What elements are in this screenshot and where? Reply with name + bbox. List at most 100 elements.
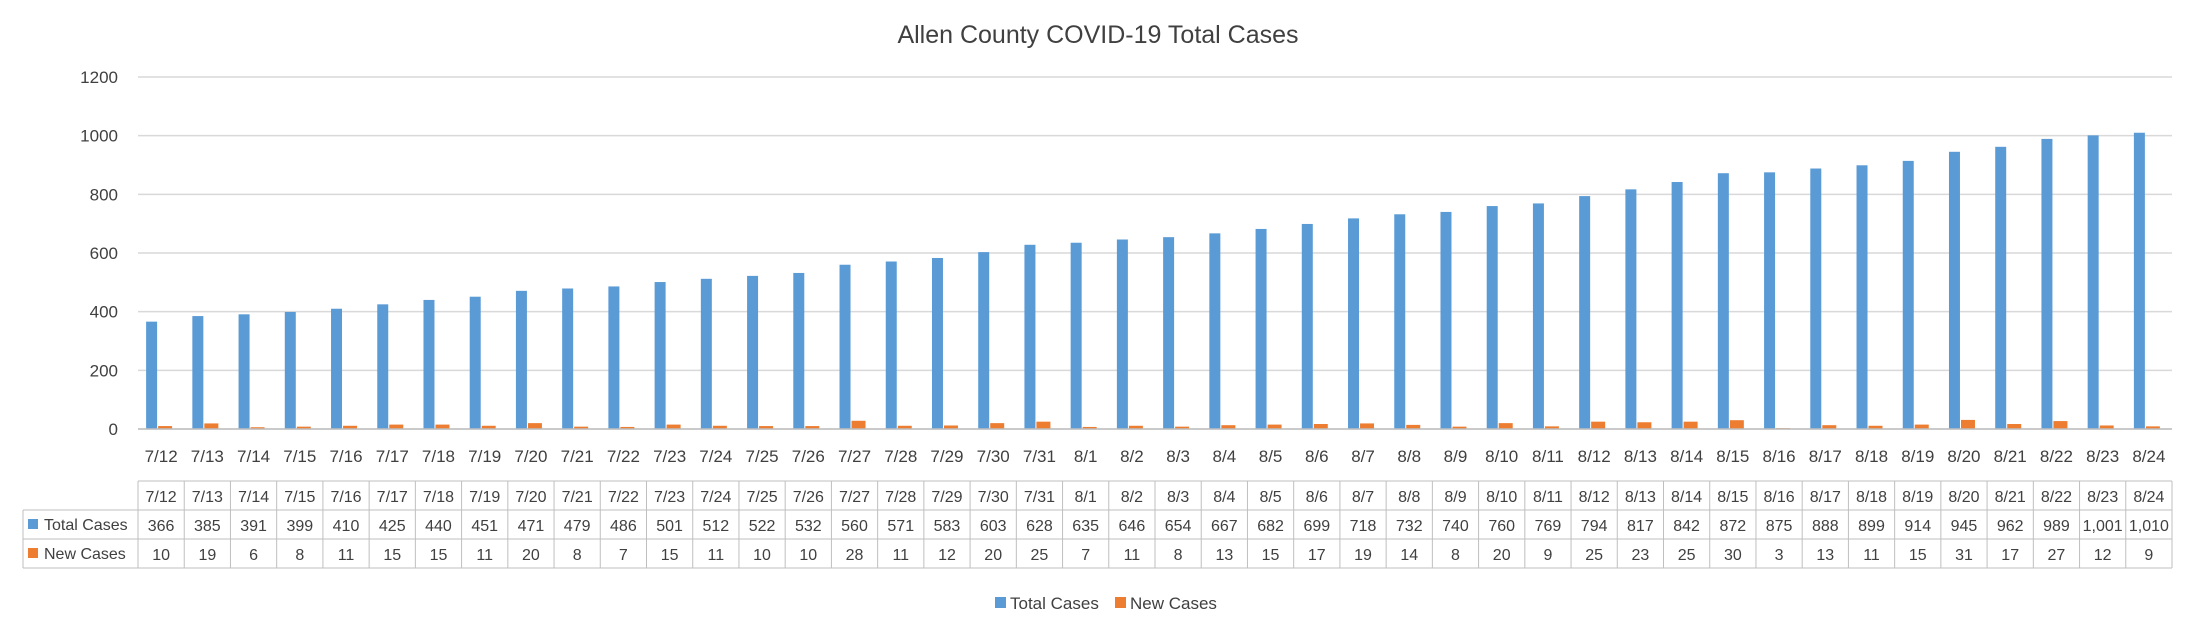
table-value-cell: 888 — [1812, 518, 1839, 535]
table-value-cell: 15 — [1909, 547, 1927, 564]
table-value-cell: 23 — [1631, 547, 1649, 564]
x-tick-label: 8/3 — [1166, 447, 1190, 466]
bar-new-cases — [620, 426, 635, 429]
table-value-cell: 15 — [383, 547, 401, 564]
table-header-cell: 7/13 — [192, 489, 223, 506]
x-tick-label: 7/16 — [329, 447, 362, 466]
bar-new-cases — [1637, 422, 1652, 429]
bar-new-cases — [481, 425, 496, 429]
bar-new-cases — [250, 427, 265, 429]
bar-total-cases — [377, 304, 389, 429]
table-value-cell: 10 — [753, 547, 771, 564]
bar-total-cases — [1348, 218, 1360, 429]
bar-new-cases — [2053, 421, 2068, 429]
bar-total-cases — [2087, 135, 2099, 429]
bar-new-cases — [1914, 424, 1929, 429]
table-value-cell: 27 — [2048, 547, 2066, 564]
x-tick-label: 8/21 — [1994, 447, 2027, 466]
x-tick-label: 8/20 — [1947, 447, 1980, 466]
bar-new-cases — [1868, 425, 1883, 429]
table-value-cell: 962 — [1997, 518, 2024, 535]
table-header-cell: 8/2 — [1121, 489, 1143, 506]
table-header-cell: 8/3 — [1167, 489, 1189, 506]
table-value-cell: 11 — [338, 547, 355, 564]
table-header-cell: 7/24 — [700, 489, 731, 506]
x-tick-label: 8/6 — [1305, 447, 1329, 466]
bar-new-cases — [1729, 420, 1744, 429]
x-tick-label: 8/2 — [1120, 447, 1144, 466]
table-header-cell: 8/8 — [1398, 489, 1420, 506]
table-header-cell: 8/9 — [1444, 489, 1466, 506]
x-tick-label: 8/5 — [1259, 447, 1283, 466]
x-tick-label: 7/23 — [653, 447, 686, 466]
bar-total-cases — [331, 308, 343, 429]
table-value-cell: 25 — [1031, 547, 1049, 564]
table-value-cell: 391 — [240, 518, 267, 535]
table-value-cell: 11 — [476, 547, 493, 564]
table-header-cell: 7/12 — [146, 489, 177, 506]
bar-new-cases — [1591, 421, 1606, 429]
bar-total-cases — [2133, 132, 2145, 429]
table-value-cell: 8 — [1174, 547, 1183, 564]
table-value-cell: 25 — [1585, 547, 1603, 564]
bar-total-cases — [1532, 203, 1544, 429]
table-value-cell: 699 — [1303, 518, 1330, 535]
data-table: 7/12 7/13 7/14 7/15 7/16 7/17 7/18 7/19 7/20 7/21… — [22, 480, 2173, 569]
bar-new-cases — [389, 424, 404, 429]
bar-new-cases — [1498, 423, 1513, 429]
x-tick-label: 7/17 — [376, 447, 409, 466]
table-value-cell: 501 — [656, 518, 683, 535]
table-value-cell: 15 — [430, 547, 448, 564]
table-value-cell: 872 — [1719, 518, 1746, 535]
x-tick-label: 8/15 — [1716, 447, 1749, 466]
bar-new-cases — [2145, 426, 2160, 429]
table-value-cell: 842 — [1673, 518, 1700, 535]
table-header-cell: 8/1 — [1075, 489, 1097, 506]
bar-total-cases — [146, 321, 158, 429]
table-value-cell: 11 — [708, 547, 725, 564]
bar-new-cases — [943, 425, 958, 429]
table-header-cell: 7/14 — [238, 489, 269, 506]
table-value-cell: 8 — [1451, 547, 1460, 564]
table-value-cell: 451 — [471, 518, 498, 535]
table-header-cell: 8/19 — [1902, 489, 1933, 506]
table-value-cell: 11 — [892, 547, 909, 564]
bar-new-cases — [2099, 425, 2114, 429]
x-tick-label: 8/9 — [1444, 447, 1468, 466]
bar-total-cases — [1116, 239, 1128, 429]
x-tick-label: 8/19 — [1901, 447, 1934, 466]
bar-new-cases — [759, 426, 774, 429]
bar-new-cases — [435, 424, 450, 429]
bar-total-cases — [654, 282, 666, 429]
table-header-cell: 8/5 — [1259, 489, 1281, 506]
legend-label: Total Cases — [1010, 594, 1099, 613]
x-tick-label: 7/31 — [1023, 447, 1056, 466]
table-value-cell: 399 — [286, 518, 313, 535]
bar-new-cases — [1036, 421, 1051, 429]
bar-total-cases — [931, 257, 943, 429]
bar-total-cases — [1255, 228, 1267, 429]
table-value-cell: 30 — [1724, 547, 1742, 564]
table-value-cell: 12 — [2094, 547, 2112, 564]
bar-new-cases — [1822, 425, 1837, 429]
x-tick-label: 8/11 — [1532, 447, 1564, 466]
x-tick-label: 7/14 — [237, 447, 270, 466]
table-header-cell: 8/6 — [1306, 489, 1328, 506]
bar-total-cases — [1209, 233, 1221, 429]
table-value-cell: 7 — [1081, 547, 1090, 564]
bar-new-cases — [296, 426, 311, 429]
x-tick-label: 8/16 — [1763, 447, 1796, 466]
table-value-cell: 425 — [379, 518, 406, 535]
table-header-cell: 8/7 — [1352, 489, 1374, 506]
bar-total-cases — [1579, 196, 1591, 429]
chart-title: Allen County COVID-19 Total Cases — [897, 21, 1298, 49]
table-value-cell: 769 — [1535, 518, 1562, 535]
table-header-cell: 7/15 — [284, 489, 315, 506]
bar-new-cases — [805, 426, 820, 429]
y-tick-label: 0 — [109, 420, 118, 439]
legend-swatch — [1115, 597, 1126, 608]
bar-total-cases — [238, 314, 250, 429]
bar-total-cases — [515, 290, 527, 429]
x-tick-label: 8/23 — [2086, 447, 2119, 466]
